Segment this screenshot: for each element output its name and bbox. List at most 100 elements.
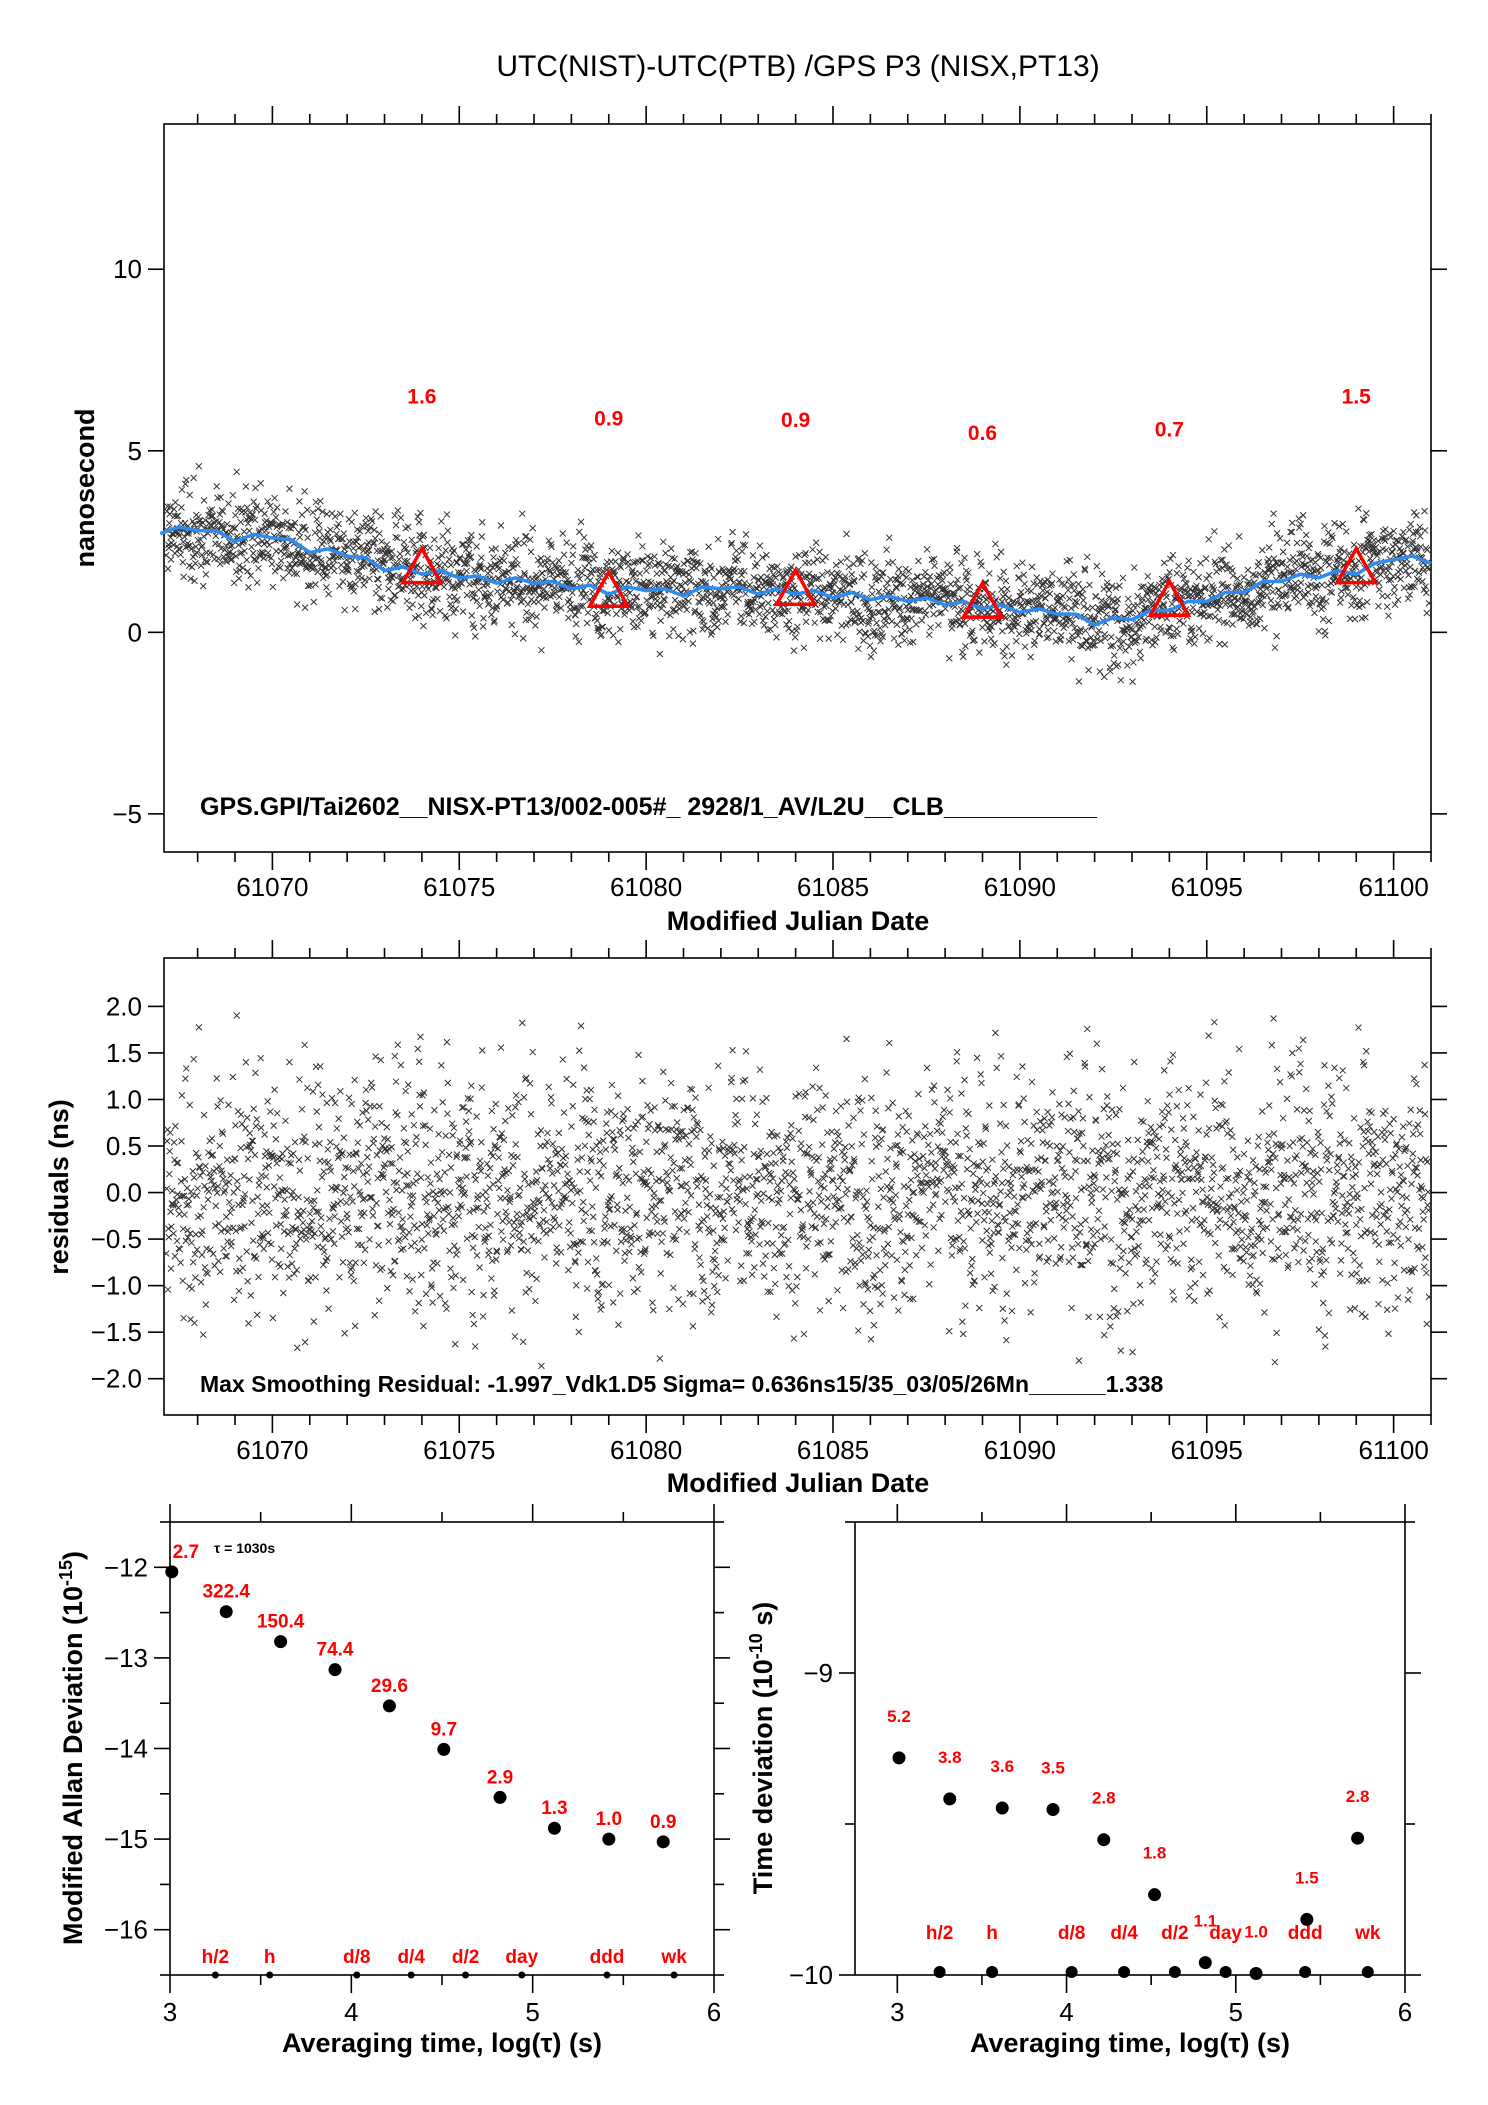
data-point-x	[1184, 564, 1191, 572]
data-point-x	[431, 1106, 438, 1114]
data-point-x	[939, 571, 947, 578]
data-point-x	[370, 540, 377, 548]
data-point-x	[948, 1252, 956, 1259]
data-point-x	[254, 1193, 261, 1201]
data-point-x	[1047, 619, 1055, 627]
data-point-x	[459, 608, 467, 615]
data-point-x	[374, 1222, 382, 1230]
data-point-x	[416, 1103, 424, 1110]
data-point-x	[249, 1137, 257, 1145]
x-tick-label: 61095	[1171, 1435, 1243, 1465]
data-point-x	[787, 1122, 795, 1129]
data-point-x	[683, 1228, 691, 1236]
data-point-x	[199, 1331, 207, 1339]
data-point-x	[998, 586, 1005, 593]
data-point-x	[228, 1204, 236, 1212]
data-point-x	[732, 1226, 740, 1234]
data-point-x	[296, 1167, 304, 1174]
data-point-x	[610, 1141, 618, 1149]
data-point-x	[878, 1135, 885, 1143]
data-point-x	[902, 565, 910, 573]
data-point-x	[319, 1091, 326, 1098]
data-point-x	[532, 1168, 540, 1176]
data-point-x	[1305, 589, 1312, 596]
data-point-x	[436, 562, 443, 569]
data-point-x	[728, 1074, 735, 1082]
y-tick-label: −1.0	[91, 1271, 142, 1301]
data-point-x	[748, 1237, 756, 1245]
data-point-x	[593, 617, 601, 624]
data-point-x	[372, 1053, 379, 1061]
y-tick-label: 0.0	[106, 1178, 142, 1208]
data-point-x	[441, 1299, 449, 1307]
data-point-x	[394, 1041, 402, 1049]
data-point-x	[659, 1230, 667, 1237]
data-point-x	[875, 1140, 883, 1148]
data-point-x	[767, 575, 775, 583]
data-point-x	[756, 542, 764, 550]
data-point-x	[192, 543, 200, 550]
data-point-x	[265, 1162, 273, 1169]
data-point-x	[740, 1143, 748, 1151]
data-point-x	[410, 541, 418, 549]
data-point-x	[1086, 581, 1093, 589]
data-point-x	[811, 1271, 819, 1278]
data-point-x	[296, 497, 303, 505]
data-point-x	[225, 1101, 232, 1109]
data-point-x	[890, 1294, 898, 1302]
data-point-x	[1016, 630, 1023, 638]
data-point-x	[400, 585, 407, 593]
data-point-x	[350, 544, 357, 552]
data-point-x	[856, 1188, 864, 1195]
data-point-x	[355, 568, 363, 575]
data-point-x	[963, 577, 971, 584]
data-point-x	[1306, 540, 1314, 548]
data-point-x	[344, 566, 352, 574]
data-point-x	[559, 1056, 567, 1063]
data-point-x	[907, 592, 915, 600]
data-point-x	[789, 1169, 797, 1177]
data-point-x	[811, 619, 819, 627]
data-point-x	[447, 561, 455, 569]
data-point-x	[434, 595, 441, 603]
data-point-x	[375, 1297, 383, 1305]
data-point-x	[656, 561, 664, 569]
data-point-x	[396, 1154, 404, 1161]
data-point-x	[708, 1301, 716, 1309]
data-point-x	[377, 594, 384, 602]
data-point-x	[175, 1204, 182, 1212]
data-point-x	[434, 554, 442, 562]
data-point-x	[996, 575, 1004, 582]
data-point-x	[986, 627, 994, 635]
data-point-x	[236, 1255, 243, 1262]
data-point-x	[946, 564, 954, 571]
data-point-x	[244, 567, 251, 575]
data-point-x	[659, 601, 667, 609]
data-point-x	[1205, 535, 1213, 543]
data-point-x	[418, 1220, 426, 1228]
data-point-x	[620, 556, 628, 564]
data-point-x	[389, 597, 397, 605]
data-point-x	[549, 1223, 557, 1231]
data-point-x	[229, 491, 237, 499]
data-point-x	[524, 1247, 532, 1254]
data-point-x	[199, 542, 206, 549]
data-point-x	[892, 583, 900, 591]
data-point-x	[301, 488, 308, 495]
data-point-x	[458, 580, 466, 587]
data-point-x	[680, 1215, 688, 1223]
triangle-value-label: 0.9	[594, 407, 623, 430]
data-point-x	[896, 604, 904, 611]
data-point-x	[345, 568, 352, 576]
data-point-x	[429, 611, 436, 619]
data-point-x	[860, 571, 868, 578]
data-point-x	[657, 617, 665, 625]
data-point-x	[251, 516, 259, 524]
data-point-x	[925, 1280, 933, 1288]
y-tick-label: 5	[128, 436, 142, 466]
data-point-x	[1322, 632, 1329, 639]
data-point-x	[753, 1111, 761, 1119]
data-point-x	[738, 548, 746, 555]
data-point-x	[1151, 638, 1159, 646]
data-point-x	[619, 1117, 626, 1125]
